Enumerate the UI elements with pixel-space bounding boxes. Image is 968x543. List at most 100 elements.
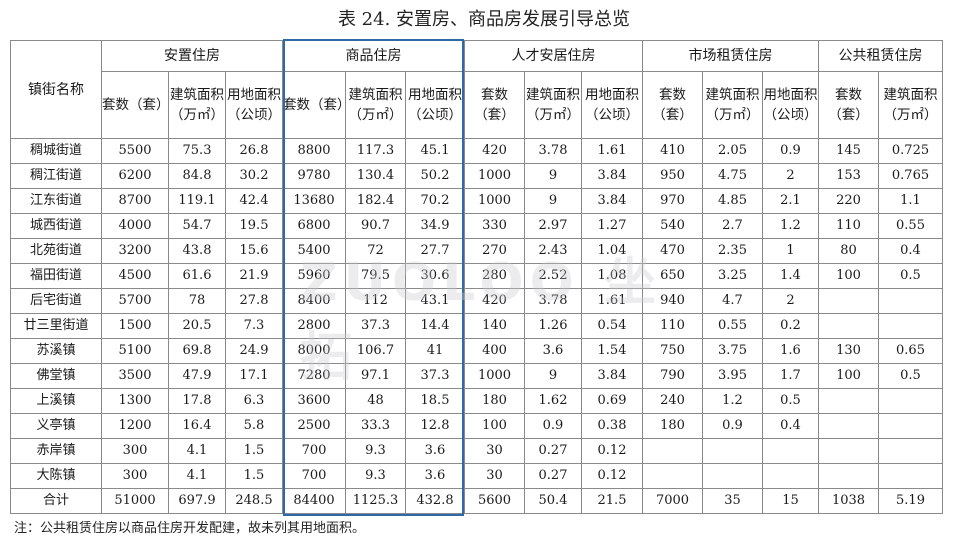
- table-cell: 18.5: [405, 388, 465, 414]
- table-cell: 7000: [642, 488, 703, 514]
- header-group-talent: 人才安居住房: [464, 40, 643, 72]
- table-cell: 6.3: [225, 388, 283, 414]
- subheader-land-5: 用地面积（公顷）: [405, 71, 465, 139]
- table-cell: 3.84: [581, 363, 643, 389]
- table-cell: 0.765: [878, 163, 943, 189]
- table-cell: 1500: [101, 313, 169, 339]
- subheader-area-10: 建筑面积（万㎡）: [702, 71, 763, 139]
- table-cell: 75.3: [168, 138, 226, 164]
- table-cell: [762, 463, 819, 489]
- table-cell: 697.9: [168, 488, 226, 514]
- table-cell: 21.5: [581, 488, 643, 514]
- table-cell: 9780: [282, 163, 346, 189]
- table-cell: 12.8: [405, 413, 465, 439]
- table-cell: 0.9: [762, 138, 819, 164]
- table-cell: 240: [642, 388, 703, 414]
- subheader-units-12: 套数（套）: [818, 71, 879, 139]
- table-cell: 30: [464, 463, 525, 489]
- table-cell: 35: [702, 488, 763, 514]
- table-cell: 0.55: [878, 213, 943, 239]
- table-cell: 3.6: [405, 463, 465, 489]
- table-cell: 1.61: [581, 138, 643, 164]
- table-cell: 8400: [282, 288, 346, 314]
- table-cell: 3.78: [524, 138, 582, 164]
- table-cell: [818, 413, 879, 439]
- table-cell: 5400: [282, 238, 346, 264]
- table-row: 大陈镇 300 4.1 1.5 700 9.3 3.6 30 0.27 0.12: [10, 463, 943, 489]
- table-cell: 69.8: [168, 338, 226, 364]
- table-cell: 27.8: [225, 288, 283, 314]
- table-cell: 0.65: [878, 338, 943, 364]
- table-cell: 1.7: [762, 363, 819, 389]
- table-cell: 9: [524, 363, 582, 389]
- table-cell: 940: [642, 288, 703, 314]
- table-cell: 1.2: [762, 213, 819, 239]
- table-cell: 70.2: [405, 188, 465, 214]
- table-row-total: 合计 51000 697.9 248.5 84400 1125.3 432.8 5600 50.…: [10, 488, 943, 514]
- table-cell: 300: [101, 438, 169, 464]
- table-cell: 330: [464, 213, 525, 239]
- table-cell: 470: [642, 238, 703, 264]
- table-cell: 2.97: [524, 213, 582, 239]
- table-cell: 7280: [282, 363, 346, 389]
- table-cell: 37.3: [345, 313, 406, 339]
- table-cell: 0.5: [878, 263, 943, 289]
- table-cell: 5500: [101, 138, 169, 164]
- table-cell: 3.95: [702, 363, 763, 389]
- table-cell: 700: [282, 463, 346, 489]
- table-cell: [878, 288, 943, 314]
- table-cell: 0.9: [702, 413, 763, 439]
- table-cell: 700: [282, 438, 346, 464]
- table-cell: 84.8: [168, 163, 226, 189]
- table-cell: 80: [818, 238, 879, 264]
- table-cell: 97.1: [345, 363, 406, 389]
- table-cell: 5600: [464, 488, 525, 514]
- table-title: 表 24. 安置房、商品房发展引导总览: [337, 9, 631, 30]
- table-cell: 16.4: [168, 413, 226, 439]
- table-cell: 30.2: [225, 163, 283, 189]
- table-cell: 42.4: [225, 188, 283, 214]
- table-cell: 145: [818, 138, 879, 164]
- cell-town-name: 佛堂镇: [10, 363, 102, 389]
- table-cell: 79.5: [345, 263, 406, 289]
- table-cell: 30.6: [405, 263, 465, 289]
- table-cell: 0.12: [581, 463, 643, 489]
- cell-town-name: 义亭镇: [10, 413, 102, 439]
- table-cell: 78: [168, 288, 226, 314]
- table-cell: 48: [345, 388, 406, 414]
- table-cell: 4.75: [702, 163, 763, 189]
- table-cell: 3.6: [524, 338, 582, 364]
- table-cell: 0.69: [581, 388, 643, 414]
- table-cell: 1.62: [524, 388, 582, 414]
- table-cell: 5100: [101, 338, 169, 364]
- table-cell: 420: [464, 288, 525, 314]
- table-cell: 112: [345, 288, 406, 314]
- header-group-commercial: 商品住房: [282, 40, 465, 72]
- table-cell: 24.9: [225, 338, 283, 364]
- table-cell: 0.2: [762, 313, 819, 339]
- table-cell: 0.38: [581, 413, 643, 439]
- table-row: 上溪镇 1300 17.8 6.3 3600 48 18.5 180 1.62 0.69 240 1.…: [10, 388, 943, 414]
- table-row: 稠江街道 6200 84.8 30.2 9780 130.4 50.2 1000 9 3.84 95…: [10, 163, 943, 189]
- table-cell: 14.4: [405, 313, 465, 339]
- table-cell: 540: [642, 213, 703, 239]
- table-cell: 17.8: [168, 388, 226, 414]
- subheader-units-9: 套数（套）: [642, 71, 703, 139]
- table-cell: [762, 438, 819, 464]
- table-cell: 15.6: [225, 238, 283, 264]
- table-cell: 300: [101, 463, 169, 489]
- table-cell: 84400: [282, 488, 346, 514]
- table-cell: 9.3: [345, 463, 406, 489]
- subheader-area-1: 建筑面积（万㎡）: [168, 71, 226, 139]
- table-cell: 1200: [101, 413, 169, 439]
- table-cell: 130: [818, 338, 879, 364]
- table-cell: [818, 288, 879, 314]
- cell-town-name: 大陈镇: [10, 463, 102, 489]
- table-cell: 72: [345, 238, 406, 264]
- table-cell: 1.2: [702, 388, 763, 414]
- cell-town-name: 后宅街道: [10, 288, 102, 314]
- table-cell: 1000: [464, 188, 525, 214]
- table-row: 江东街道 8700 119.1 42.4 13680 182.4 70.2 1000 9 3.84…: [10, 188, 943, 214]
- table-cell: 3.78: [524, 288, 582, 314]
- table-row: 北苑街道 3200 43.8 15.6 5400 72 27.7 270 2.43 1.04 470…: [10, 238, 943, 264]
